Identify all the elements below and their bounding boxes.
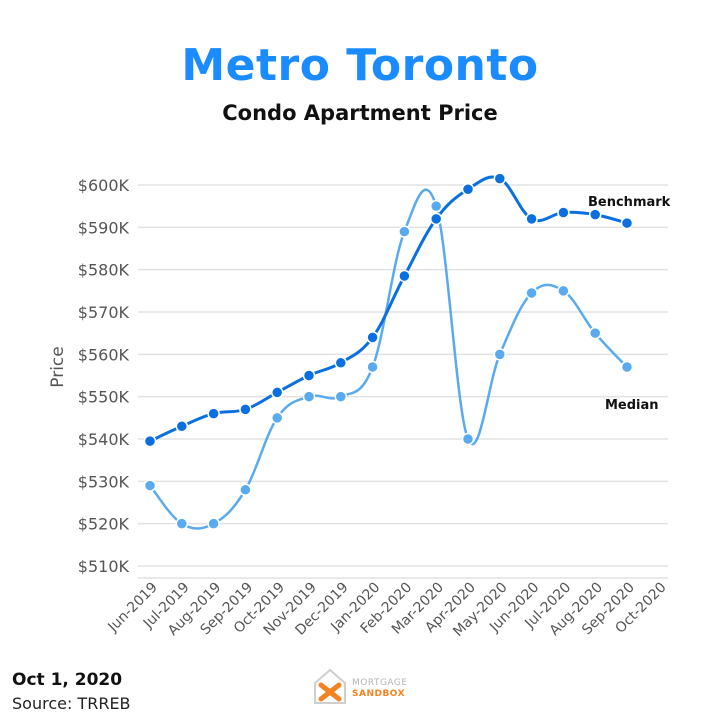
chart-title: Metro Toronto <box>181 40 539 91</box>
series-lines <box>149 175 628 530</box>
y-axis-label: Price <box>48 346 68 387</box>
median-point <box>366 360 379 374</box>
benchmark-point <box>620 216 634 230</box>
y-tick-label: $550K <box>78 388 130 407</box>
benchmark-point <box>461 182 475 196</box>
mortgage-sandbox-logo: MORTGAGE SANDBOX <box>312 665 422 710</box>
y-tick-label: $540K <box>78 430 130 449</box>
median-line <box>149 188 628 530</box>
median-point <box>461 432 475 446</box>
median-point <box>429 199 443 213</box>
median-point <box>620 360 634 374</box>
benchmark-point <box>207 407 220 420</box>
median-point <box>270 411 284 425</box>
y-tick-label: $560K <box>78 345 130 364</box>
logo-text-bottom: SANDBOX <box>352 689 406 699</box>
y-tick-labels: $510K $520K $530K $540K $550K $560K $570K $580K… <box>78 176 130 576</box>
benchmark-line <box>149 175 628 443</box>
median-point <box>302 390 316 403</box>
y-tick-label: $510K <box>78 557 130 576</box>
series-points <box>143 172 634 530</box>
benchmark-point <box>493 172 507 185</box>
median-point <box>398 225 411 238</box>
logo-house-icon <box>314 668 346 704</box>
median-point <box>334 390 348 403</box>
benchmark-point <box>175 420 189 433</box>
benchmark-point <box>588 208 602 221</box>
y-tick-label: $600K <box>78 176 130 195</box>
median-point <box>207 517 220 530</box>
y-tick-label: $590K <box>78 218 130 237</box>
median-point <box>175 517 189 530</box>
report-date: Oct 1, 2020 <box>12 670 123 690</box>
benchmark-point <box>302 369 316 382</box>
median-point <box>493 348 507 361</box>
chart-subtitle: Condo Apartment Price <box>222 101 498 125</box>
series-labels: Benchmark Median <box>588 195 671 413</box>
median-point <box>557 284 570 298</box>
benchmark-point <box>239 403 252 416</box>
benchmark-point <box>429 212 443 226</box>
benchmark-point <box>398 269 411 283</box>
benchmark-series-label: Benchmark <box>588 195 671 210</box>
y-tick-label: $580K <box>78 261 130 280</box>
y-tick-label: $530K <box>78 472 130 491</box>
benchmark-point <box>270 386 284 399</box>
median-point <box>525 286 538 300</box>
median-point <box>143 479 157 492</box>
logo-text-top: MORTGAGE <box>352 678 408 688</box>
source-note: Source: TRREB <box>12 694 131 713</box>
x-tick-labels: Jun-2019Jul-2019Aug-2019Sep-2019Oct-2019… <box>105 580 670 640</box>
benchmark-point <box>366 331 379 344</box>
median-point <box>588 326 602 340</box>
median-series-label: Median <box>605 398 659 413</box>
benchmark-point <box>525 212 538 226</box>
benchmark-point <box>334 356 348 370</box>
benchmark-point <box>143 434 157 448</box>
y-tick-label: $570K <box>78 303 130 322</box>
y-tick-label: $520K <box>78 515 130 534</box>
benchmark-point <box>557 206 570 219</box>
median-point <box>239 483 252 497</box>
